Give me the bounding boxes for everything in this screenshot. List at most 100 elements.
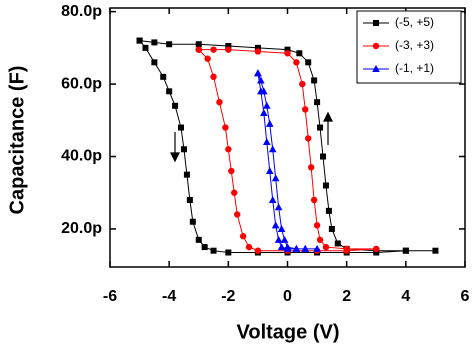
legend-label: (-1, +1) [395,61,434,75]
marker [280,235,289,243]
marker [239,233,247,240]
marker [402,247,409,254]
marker [210,247,217,254]
marker [254,44,261,51]
arrow-head [323,111,333,122]
marker [201,244,208,251]
marker [299,80,306,88]
marker [254,48,262,55]
x-tick-label: -2 [221,288,235,305]
marker [322,182,329,189]
x-axis-label: Voltage (V) [237,321,340,343]
marker [305,59,312,66]
marker [284,46,291,53]
x-tick-label: -4 [162,288,176,305]
marker [373,20,379,26]
marker [372,42,380,50]
marker [265,167,274,175]
marker [293,59,300,66]
legend-label: (-5, +5) [395,15,434,29]
marker [313,222,321,229]
marker [334,240,341,247]
marker [166,88,173,95]
legend-label: (-3, +3) [395,38,434,52]
marker [325,207,332,214]
marker [328,225,335,232]
marker [283,244,292,252]
marker [316,236,324,244]
marker [373,249,380,256]
marker [311,77,318,84]
marker [216,98,223,106]
marker [180,146,187,153]
marker [274,203,283,211]
marker [136,37,143,44]
x-tick-label: 2 [342,288,351,305]
y-tick-label: 20.0p [61,220,102,237]
marker [225,146,232,153]
marker [257,76,265,84]
marker [245,243,253,251]
marker [257,87,265,95]
marker [178,124,184,131]
marker [296,50,303,57]
x-tick-label: 4 [401,288,410,305]
marker [262,101,271,109]
marker [231,189,238,196]
marker [314,99,321,106]
y-tick-label: 40.0p [61,148,102,165]
marker [271,221,280,229]
series [254,69,321,252]
arrow-head [170,152,180,163]
marker [183,171,190,178]
marker [265,119,274,127]
marker [260,109,268,117]
marker [195,41,202,48]
marker [343,247,350,254]
marker [310,196,318,204]
marker [301,244,310,252]
arrows [170,111,333,163]
marker [186,196,193,203]
marker [268,145,277,153]
y-axis-label: Capacitance (F) [6,66,28,215]
marker [210,46,217,53]
x-tick-label: 0 [283,288,292,305]
marker [284,50,291,57]
marker [151,39,158,46]
marker [142,44,149,51]
marker [254,69,262,77]
series [195,46,380,254]
x-tick-label: 6 [461,288,470,305]
marker [313,244,321,252]
marker [307,164,315,171]
marker [254,247,262,254]
marker [302,106,309,113]
marker [268,195,277,203]
marker [277,243,286,251]
marker [271,174,280,182]
marker [195,236,202,243]
marker [210,73,217,81]
marker [195,46,202,53]
legend: (-5, +5) (-3, +3) (-1, +1) [356,10,462,84]
y-tick-label: 80.0p [61,3,102,20]
series-line [257,73,318,250]
marker [277,224,286,232]
y-tick-label: 60.0p [61,75,102,92]
marker [160,73,167,80]
marker [432,247,439,254]
marker [172,102,179,109]
marker [274,235,283,243]
marker [189,218,196,225]
marker [166,41,173,48]
marker [151,59,158,66]
marker [204,55,211,62]
marker [317,124,324,131]
marker [372,65,380,72]
marker [234,211,241,218]
marker [225,249,232,256]
marker [222,124,229,131]
marker [322,243,330,251]
